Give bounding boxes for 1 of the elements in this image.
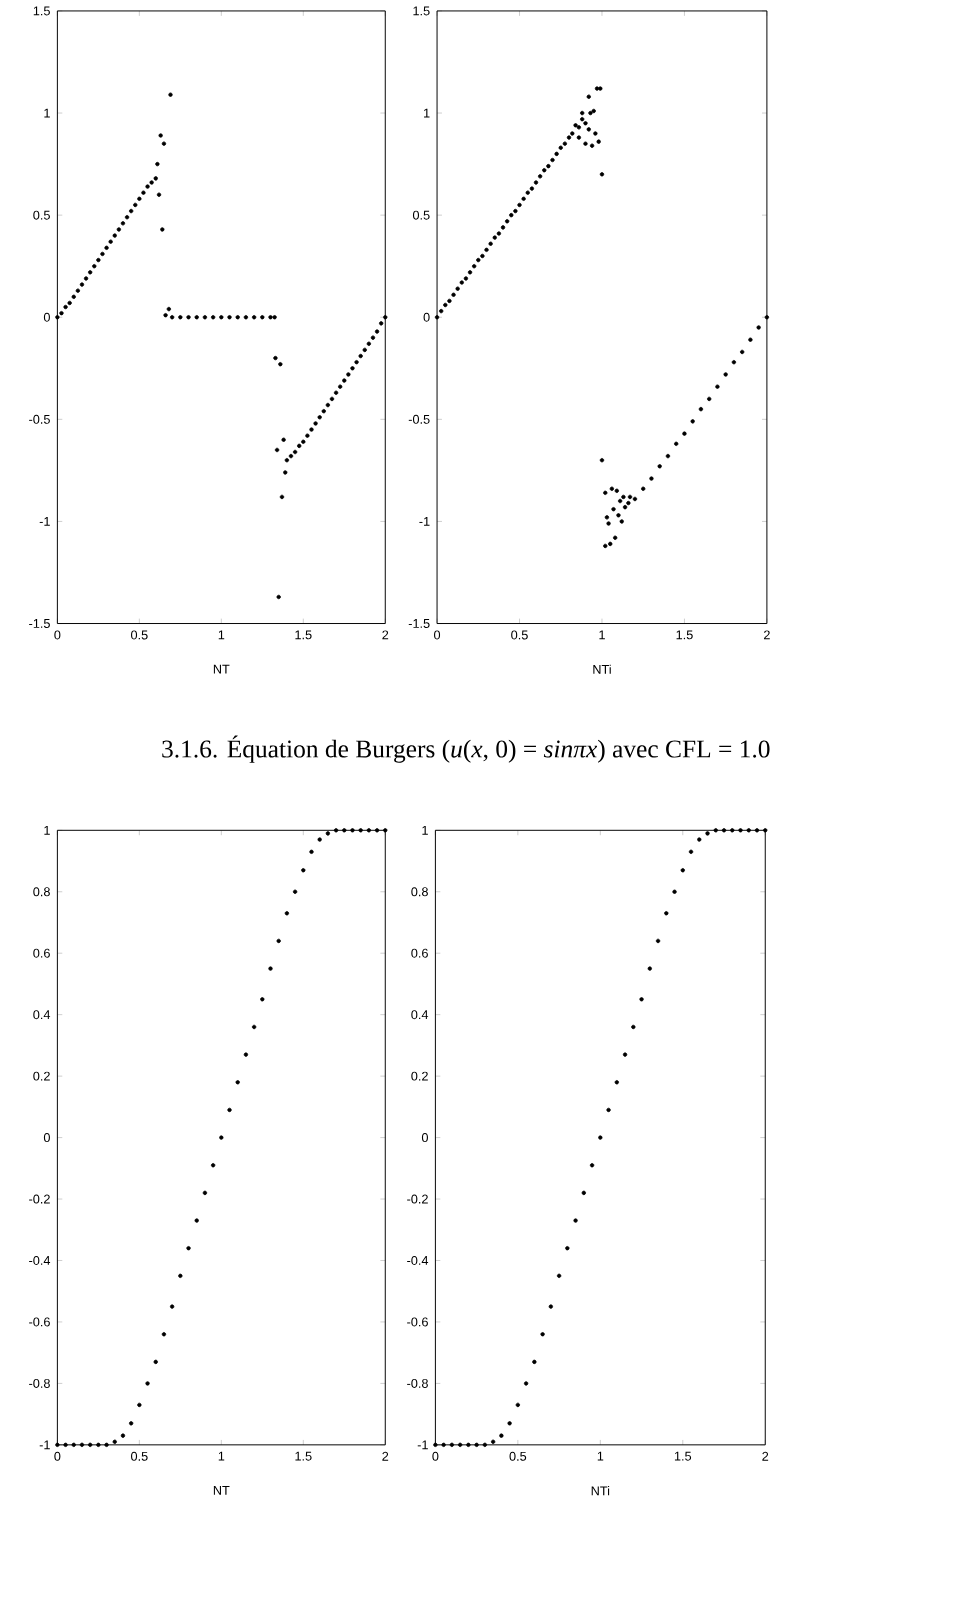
text: 3.1.6. Équation de Burgers (u(x, 0) = sinπx) avec CFL = 1.0 (162, 735, 770, 763)
